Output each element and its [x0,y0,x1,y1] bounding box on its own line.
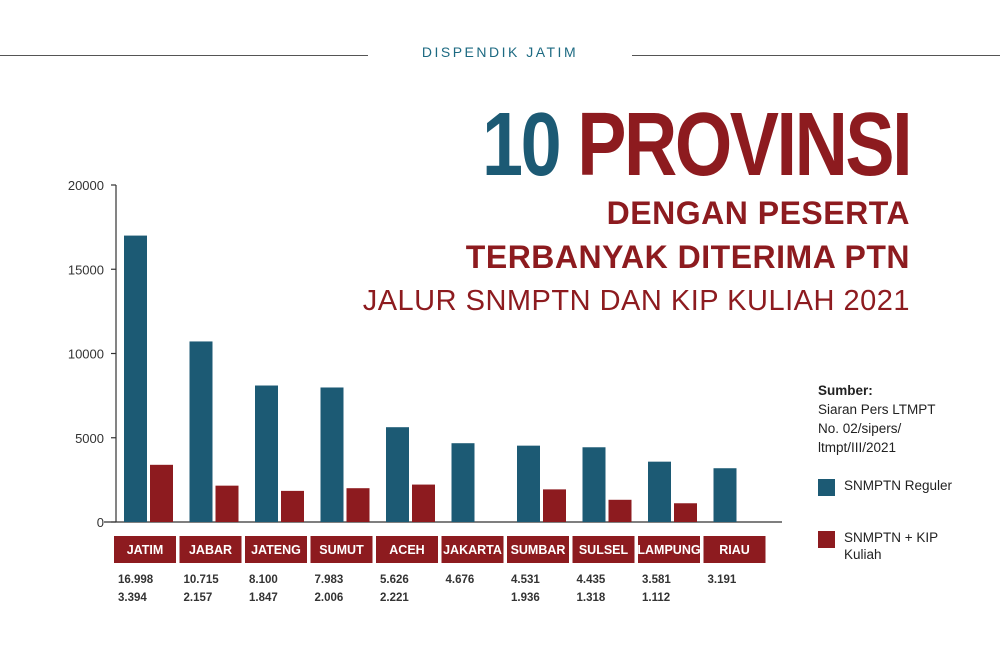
category-label: JABAR [189,543,232,557]
category-label: JATENG [251,543,301,557]
source-line: No. 02/sipers/ [818,421,902,436]
header-rule-left [0,55,368,56]
value-label-reguler: 8.100 [249,574,278,586]
category-label-box [179,536,242,563]
category-label-box [441,536,504,563]
category-label: ACEH [389,543,424,557]
category-label: JATIM [127,543,164,557]
bar-kip [346,488,370,522]
y-tick-label: 5000 [75,431,104,446]
title-number: 10 [481,95,562,195]
category-label-box [572,536,635,563]
value-label-reguler: 4.435 [577,574,606,586]
value-label-kip: 1.112 [642,592,670,604]
y-tick-label: 20000 [68,178,104,193]
source-label: Sumber: [818,383,873,398]
category-label-box [507,536,569,563]
bar-reguler [582,447,606,522]
bar-reguler [648,461,671,522]
category-label-box [376,536,438,563]
value-label-reguler: 4.531 [511,574,540,586]
value-label-reguler: 16.998 [118,574,154,586]
category-label-box [703,536,766,563]
value-label-kip: 2.157 [184,592,213,604]
category-label: LAMPUNG [637,543,700,557]
category-label-box [638,536,700,563]
value-label-reguler: 3.581 [642,574,671,586]
category-label-box [114,536,176,563]
bar-kip [412,484,435,522]
bar-reguler [255,385,278,522]
value-label-kip: 1.847 [249,592,278,604]
value-label-kip: 3.394 [118,592,147,604]
bar-reguler [189,341,213,522]
source-note: Sumber: Siaran Pers LTMPT No. 02/sipers/… [818,381,936,457]
category-label: SUMBAR [511,543,566,557]
bar-reguler [124,235,147,523]
chart-title-main: 10 PROVINSI [482,100,913,190]
title-word: PROVINSI [577,95,912,195]
category-label: SULSEL [579,543,629,557]
y-tick-label: 0 [97,515,104,530]
bar-kip [674,503,697,522]
value-label-reguler: 5.626 [380,574,409,586]
category-label: SUMUT [319,543,364,557]
category-label: JAKARTA [443,543,502,557]
title-line-4: JALUR SNMPTN DAN KIP KULIAH 2021 [362,285,910,317]
bar-reguler [517,445,540,522]
header-rule-right [632,55,1000,56]
value-label-kip: 1.318 [577,592,606,604]
y-tick-label: 15000 [68,262,104,277]
legend-label-kip: SNMPTN + KIP Kuliah [844,530,938,562]
bar-kip [215,485,239,522]
bar-reguler [386,427,409,522]
value-label-reguler: 7.983 [315,574,344,586]
bar-reguler [451,443,475,522]
value-label-kip: 1.936 [511,592,540,604]
value-label-reguler: 4.676 [446,574,475,586]
category-label: RIAU [719,543,750,557]
bar-kip [150,464,173,522]
bar-kip [543,489,566,522]
bar-kip [281,490,304,522]
category-label-box [310,536,373,563]
source-line: Siaran Pers LTMPT [818,402,936,417]
bar-kip [608,499,632,522]
legend-swatch-kip [818,531,835,548]
source-line: ltmpt/III/2021 [818,440,897,455]
category-label-box [245,536,307,563]
title-line-3: TERBANYAK DITERIMA PTN [465,239,910,275]
value-label-kip: 2.006 [315,592,344,604]
value-label-reguler: 3.191 [708,574,737,586]
bar-reguler [713,468,737,522]
y-tick-label: 10000 [68,347,104,362]
legend-swatch-reguler [818,479,835,496]
title-line-2: DENGAN PESERTA [606,195,910,231]
value-label-reguler: 10.715 [184,574,220,586]
legend-label-reguler: SNMPTN Reguler [844,478,953,493]
value-label-kip: 2.221 [380,592,409,604]
bar-reguler [320,387,344,522]
publisher-name: DISPENDIK JATIM [421,44,579,60]
